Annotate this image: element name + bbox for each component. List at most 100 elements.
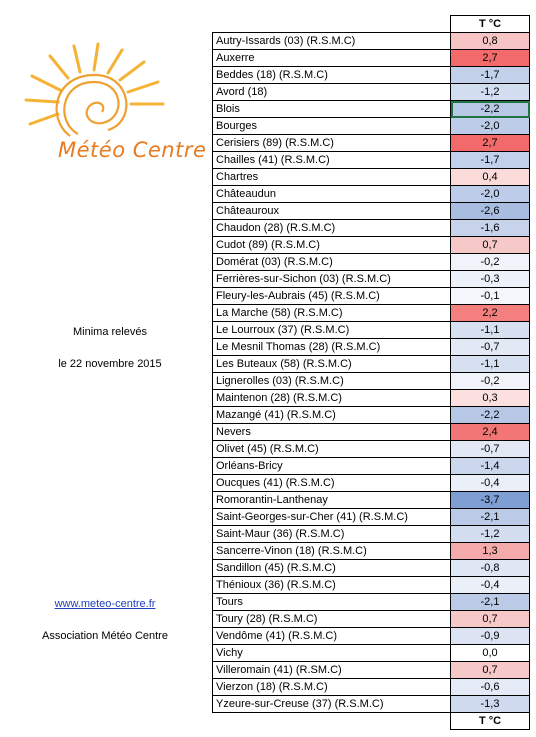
table-row: Olivet (45) (R.S.M.C) -0,7 — [212, 440, 530, 458]
temperature-cell[interactable]: -1,1 — [450, 355, 530, 373]
temperature-cell[interactable]: 0,7 — [450, 236, 530, 254]
station-name-cell[interactable]: Fleury-les-Aubrais (45) (R.S.M.C) — [212, 287, 451, 305]
temperature-cell[interactable]: -2,0 — [450, 185, 530, 203]
station-name-cell[interactable]: Toury (28) (R.S.M.C) — [212, 610, 451, 628]
temperature-cell[interactable]: -2,2 — [450, 406, 530, 424]
temperature-cell[interactable]: -0,2 — [450, 253, 530, 271]
temperature-cell[interactable]: -0,6 — [450, 678, 530, 696]
table-row: Thénioux (36) (R.S.M.C) -0,4 — [212, 576, 530, 594]
temperature-cell[interactable]: 0,7 — [450, 610, 530, 628]
station-name-cell[interactable]: Vichy — [212, 644, 451, 662]
table-row: Oucques (41) (R.S.M.C) -0,4 — [212, 474, 530, 492]
table-row: Le Mesnil Thomas (28) (R.S.M.C) -0,7 — [212, 338, 530, 356]
station-name-cell[interactable]: Sandillon (45) (R.S.M.C) — [212, 559, 451, 577]
station-name-cell[interactable]: Villeromain (41) (R.SM.C) — [212, 661, 451, 679]
temperature-cell[interactable]: 0,3 — [450, 389, 530, 407]
station-name-cell[interactable]: Bourges — [212, 117, 451, 135]
temperature-cell[interactable]: -2,1 — [450, 508, 530, 526]
temperature-cell[interactable]: -1,7 — [450, 66, 530, 84]
sun-logo-icon — [24, 42, 165, 137]
table-row: Orléans-Bricy -1,4 — [212, 457, 530, 475]
station-name-cell[interactable]: Domérat (03) (R.S.M.C) — [212, 253, 451, 271]
temperature-cell[interactable]: -3,7 — [450, 491, 530, 509]
station-name-cell[interactable]: Yzeure-sur-Creuse (37) (R.S.M.C) — [212, 695, 451, 713]
temperature-cell[interactable]: -1,1 — [450, 321, 530, 339]
station-name-cell[interactable]: Vierzon (18) (R.S.M.C) — [212, 678, 451, 696]
temperature-cell[interactable]: -0,4 — [450, 576, 530, 594]
temperature-cell[interactable]: 0,4 — [450, 168, 530, 186]
station-name-cell[interactable]: Le Lourroux (37) (R.S.M.C) — [212, 321, 451, 339]
station-name-cell[interactable]: Maintenon (28) (R.S.M.C) — [212, 389, 451, 407]
temperature-cell[interactable]: -2,1 — [450, 593, 530, 611]
temperature-cell[interactable]: -2,0 — [450, 117, 530, 135]
station-name-cell[interactable]: Tours — [212, 593, 451, 611]
website-link[interactable]: www.meteo-centre.fr — [54, 598, 156, 610]
station-name-cell[interactable]: Chartres — [212, 168, 451, 186]
temperature-cell[interactable]: -1,4 — [450, 457, 530, 475]
temperature-cell[interactable]: 1,3 — [450, 542, 530, 560]
temperature-cell[interactable]: -1,7 — [450, 151, 530, 169]
temperature-cell[interactable]: -1,2 — [450, 525, 530, 543]
station-name-cell[interactable]: Auxerre — [212, 49, 451, 67]
station-name-cell[interactable]: Saint-Georges-sur-Cher (41) (R.S.M.C) — [212, 508, 451, 526]
temperature-cell[interactable]: -0,1 — [450, 287, 530, 305]
temperature-cell[interactable]: -0,8 — [450, 559, 530, 577]
station-name-cell[interactable]: Blois — [212, 100, 451, 118]
table-row: Cerisiers (89) (R.S.M.C) 2,7 — [212, 134, 530, 152]
temperature-cell[interactable]: -0,3 — [450, 270, 530, 288]
table-row: Chaudon (28) (R.S.M.C) -1,6 — [212, 219, 530, 237]
table-row: Mazangé (41) (R.S.M.C) -2,2 — [212, 406, 530, 424]
table-row: La Marche (58) (R.S.M.C) 2,2 — [212, 304, 530, 322]
temperature-cell[interactable]: -0,2 — [450, 372, 530, 390]
station-name-cell[interactable]: Mazangé (41) (R.S.M.C) — [212, 406, 451, 424]
temperature-cell[interactable]: 2,7 — [450, 49, 530, 67]
table-row: Romorantin-Lanthenay -3,7 — [212, 491, 530, 509]
station-name-cell[interactable]: Cerisiers (89) (R.S.M.C) — [212, 134, 451, 152]
temperature-cell[interactable]: -0,4 — [450, 474, 530, 492]
temperature-cell[interactable]: 2,4 — [450, 423, 530, 441]
temperature-cell[interactable]: -0,9 — [450, 627, 530, 645]
station-name-cell[interactable]: Orléans-Bricy — [212, 457, 451, 475]
station-name-cell[interactable]: Le Mesnil Thomas (28) (R.S.M.C) — [212, 338, 451, 356]
station-name-cell[interactable]: Chaudon (28) (R.S.M.C) — [212, 219, 451, 237]
station-name-cell[interactable]: Vendôme (41) (R.S.M.C) — [212, 627, 451, 645]
temperature-cell[interactable]: 2,2 — [450, 304, 530, 322]
temperature-cell[interactable]: -2,6 — [450, 202, 530, 220]
temperature-cell[interactable]: -2,2 — [450, 100, 530, 118]
station-name-cell[interactable]: Autry-Issards (03) (R.S.M.C) — [212, 32, 451, 50]
temperature-cell[interactable]: -0,7 — [450, 338, 530, 356]
temperature-cell[interactable]: -1,3 — [450, 695, 530, 713]
station-name-cell[interactable]: La Marche (58) (R.S.M.C) — [212, 304, 451, 322]
header-empty-cell — [213, 16, 451, 33]
station-name-cell[interactable]: Châteaudun — [212, 185, 451, 203]
minima-table: T °C Autry-Issards (03) (R.S.M.C) 0,8 Auxe… — [212, 15, 530, 730]
temperature-cell[interactable]: 2,7 — [450, 134, 530, 152]
station-name-cell[interactable]: Ferrières-sur-Sichon (03) (R.S.M.C) — [212, 270, 451, 288]
station-name-cell[interactable]: Cudot (89) (R.S.M.C) — [212, 236, 451, 254]
station-name-cell[interactable]: Romorantin-Lanthenay — [212, 491, 451, 509]
temperature-cell[interactable]: -0,7 — [450, 440, 530, 458]
station-name-cell[interactable]: Oucques (41) (R.S.M.C) — [212, 474, 451, 492]
temperature-cell[interactable]: 0,7 — [450, 661, 530, 679]
station-name-cell[interactable]: Les Buteaux (58) (R.S.M.C) — [212, 355, 451, 373]
station-name-cell[interactable]: Beddes (18) (R.S.M.C) — [212, 66, 451, 84]
station-name-cell[interactable]: Châteauroux — [212, 202, 451, 220]
station-name-cell[interactable]: Sancerre-Vinon (18) (R.S.M.C) — [212, 542, 451, 560]
temperature-cell[interactable]: 0,8 — [450, 32, 530, 50]
station-name-cell[interactable]: Olivet (45) (R.S.M.C) — [212, 440, 451, 458]
station-name-cell[interactable]: Lignerolles (03) (R.S.M.C) — [212, 372, 451, 390]
table-row: Bourges -2,0 — [212, 117, 530, 135]
station-name-cell[interactable]: Avord (18) — [212, 83, 451, 101]
temperature-cell[interactable]: 0,0 — [450, 644, 530, 662]
station-name-cell[interactable]: Thénioux (36) (R.S.M.C) — [212, 576, 451, 594]
table-footer-row: T °C — [213, 712, 530, 730]
table-row: Avord (18) -1,2 — [212, 83, 530, 101]
date-text: le 22 novembre 2015 — [58, 358, 162, 370]
temperature-cell[interactable]: -1,6 — [450, 219, 530, 237]
station-name-cell[interactable]: Chailles (41) (R.S.M.C) — [212, 151, 451, 169]
table-row: Saint-Georges-sur-Cher (41) (R.S.M.C) -2,… — [212, 508, 530, 526]
station-name-cell[interactable]: Nevers — [212, 423, 451, 441]
temperature-cell[interactable]: -1,2 — [450, 83, 530, 101]
station-name-cell[interactable]: Saint-Maur (36) (R.S.M.C) — [212, 525, 451, 543]
logo-text: Météo Centre — [58, 138, 207, 162]
